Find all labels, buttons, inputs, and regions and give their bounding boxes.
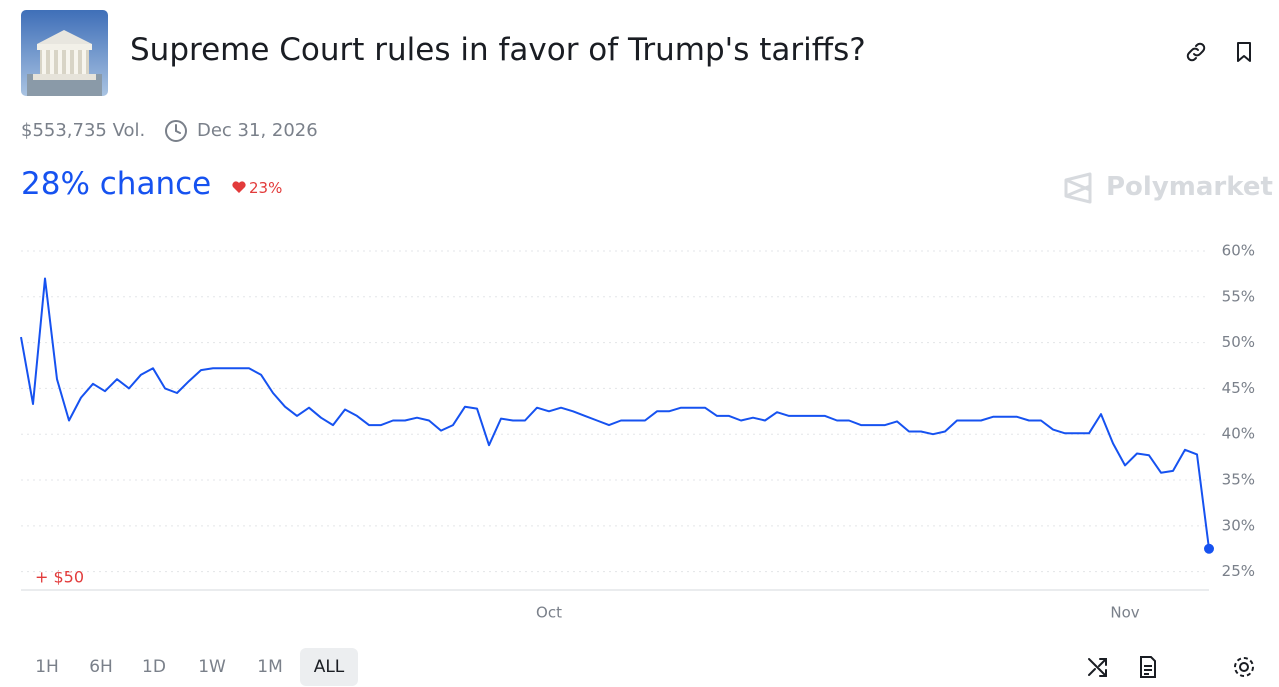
end-date: Dec 31, 2026	[197, 120, 318, 141]
range-button[interactable]: 1D	[142, 657, 166, 677]
y-tick-label: 25%	[1222, 562, 1255, 580]
down-icon	[232, 181, 246, 193]
brand-logo	[1064, 172, 1092, 204]
y-tick-label: 40%	[1222, 425, 1255, 443]
bookmark-icon[interactable]	[1232, 40, 1256, 64]
price-line	[20, 277, 1210, 549]
annotation: + $50	[35, 568, 84, 587]
y-tick-label: 45%	[1222, 379, 1255, 397]
range-button[interactable]: 1W	[198, 657, 226, 677]
current-point	[1204, 543, 1214, 554]
y-tick-label: 30%	[1222, 516, 1255, 534]
y-tick-label: 35%	[1222, 471, 1255, 489]
chance: 28% chance	[21, 166, 212, 202]
x-tick-label: Nov	[1110, 604, 1139, 622]
range-button[interactable]: ALL	[300, 648, 358, 686]
y-tick-label: 50%	[1222, 333, 1255, 351]
range-button[interactable]: 1H	[35, 657, 59, 677]
x-tick-label: Oct	[536, 604, 562, 622]
shuffle-icon[interactable]	[1086, 655, 1110, 679]
brand-name: Polymarket	[1106, 172, 1273, 202]
y-tick-label: 55%	[1222, 287, 1255, 305]
change: 23%	[249, 179, 283, 197]
document-icon[interactable]	[1136, 655, 1160, 679]
y-tick-label: 60%	[1222, 241, 1255, 259]
market-title: Supreme Court rules in favor of Trump's …	[130, 32, 866, 68]
link-icon[interactable]	[1184, 40, 1208, 64]
clock-icon	[165, 120, 187, 142]
range-button[interactable]: 6H	[89, 657, 113, 677]
settings-icon[interactable]	[1232, 655, 1256, 679]
volume: $553,735 Vol.	[21, 120, 146, 141]
market-image	[21, 10, 108, 96]
range-button[interactable]: 1M	[257, 657, 283, 677]
chart: + $50 25% 30% 35% 40% 45% 50% 55% 60% Oct Nov	[20, 241, 1255, 622]
